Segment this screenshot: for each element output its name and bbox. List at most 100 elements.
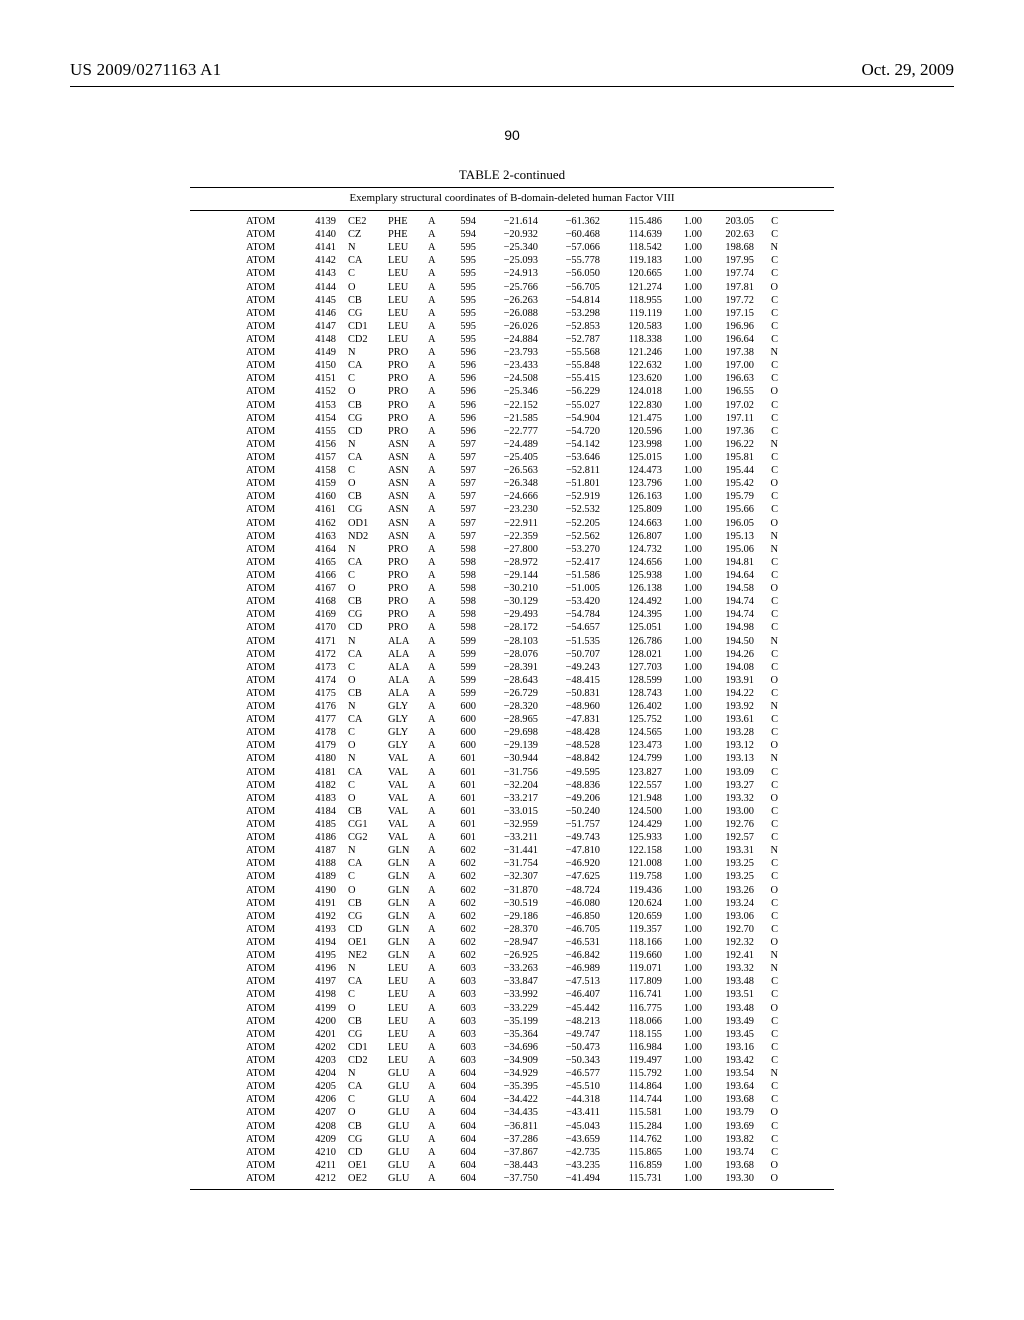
table-cell: N <box>760 752 784 765</box>
table-cell: ND2 <box>342 530 382 543</box>
table-cell: ATOM <box>240 1067 298 1080</box>
table-cell: A <box>422 805 446 818</box>
table-cell: 1.00 <box>668 1002 708 1015</box>
table-cell: 1.00 <box>668 530 708 543</box>
table-cell: −28.947 <box>482 936 544 949</box>
table-cell: O <box>760 792 784 805</box>
table-cell: ASN <box>382 464 422 477</box>
table-cell: ATOM <box>240 857 298 870</box>
table-cell: 1.00 <box>668 831 708 844</box>
table-cell: CB <box>342 1015 382 1028</box>
table-cell: VAL <box>382 752 422 765</box>
table-cell: ATOM <box>240 490 298 503</box>
table-cell: −22.777 <box>482 425 544 438</box>
table-cell: 4154 <box>298 412 342 425</box>
table-cell: C <box>760 412 784 425</box>
table-cell: A <box>422 399 446 412</box>
table-cell: ATOM <box>240 687 298 700</box>
table-cell: −33.015 <box>482 805 544 818</box>
table-cell: ASN <box>382 503 422 516</box>
table-row: ATOM4177CAGLYA600−28.965−47.831125.7521.… <box>240 713 784 726</box>
table-cell: 1.00 <box>668 425 708 438</box>
table-cell: 598 <box>446 556 482 569</box>
table-cell: ASN <box>382 438 422 451</box>
table-cell: 4209 <box>298 1133 342 1146</box>
table-cell: A <box>422 1172 446 1185</box>
table-cell: 600 <box>446 700 482 713</box>
table-cell: ATOM <box>240 739 298 752</box>
table-cell: CA <box>342 713 382 726</box>
table-cell: 193.25 <box>708 857 760 870</box>
table-cell: 128.599 <box>606 674 668 687</box>
table-cell: 193.68 <box>708 1093 760 1106</box>
table-cell: O <box>342 884 382 897</box>
table-cell: 602 <box>446 897 482 910</box>
table-row: ATOM4139CE2PHEA594−21.614−61.362115.4861… <box>240 215 784 228</box>
table-cell: 4157 <box>298 451 342 464</box>
table-row: ATOM4160CBASNA597−24.666−52.919126.1631.… <box>240 490 784 503</box>
table-cell: A <box>422 281 446 294</box>
table-cell: 4158 <box>298 464 342 477</box>
table-cell: VAL <box>382 766 422 779</box>
table-cell: 603 <box>446 1015 482 1028</box>
table-cell: CG <box>342 608 382 621</box>
table-cell: 4153 <box>298 399 342 412</box>
table-cell: A <box>422 267 446 280</box>
table-cell: −48.842 <box>544 752 606 765</box>
table-row: ATOM4200CBLEUA603−35.199−48.213118.0661.… <box>240 1015 784 1028</box>
table-cell: N <box>760 700 784 713</box>
table-cell: A <box>422 1133 446 1146</box>
table-cell: A <box>422 779 446 792</box>
table-cell: 1.00 <box>668 320 708 333</box>
table-row: ATOM4195NE2GLNA602−26.925−46.842119.6601… <box>240 949 784 962</box>
table-cell: 1.00 <box>668 949 708 962</box>
table-cell: −53.298 <box>544 307 606 320</box>
table-cell: CB <box>342 1120 382 1133</box>
table-cell: NE2 <box>342 949 382 962</box>
table-row: ATOM4152OPROA596−25.346−56.229124.0181.0… <box>240 385 784 398</box>
table-cell: ATOM <box>240 1080 298 1093</box>
table-cell: C <box>760 870 784 883</box>
table-cell: 194.08 <box>708 661 760 674</box>
table-cell: C <box>760 399 784 412</box>
table-cell: CA <box>342 975 382 988</box>
table-cell: ALA <box>382 661 422 674</box>
table-row: ATOM4145CBLEUA595−26.263−54.814118.9551.… <box>240 294 784 307</box>
table-cell: −50.343 <box>544 1054 606 1067</box>
table-cell: GLY <box>382 739 422 752</box>
table-cell: N <box>760 438 784 451</box>
table-row: ATOM4194OE1GLNA602−28.947−46.531118.1661… <box>240 936 784 949</box>
table-cell: 124.492 <box>606 595 668 608</box>
table-cell: 598 <box>446 569 482 582</box>
table-cell: C <box>760 923 784 936</box>
table-cell: −35.395 <box>482 1080 544 1093</box>
table-cell: 1.00 <box>668 333 708 346</box>
table-cell: CB <box>342 490 382 503</box>
table-cell: N <box>760 844 784 857</box>
table-cell: A <box>422 661 446 674</box>
table-cell: 599 <box>446 635 482 648</box>
table-cell: C <box>760 254 784 267</box>
table-cell: 597 <box>446 464 482 477</box>
table-cell: −25.346 <box>482 385 544 398</box>
table-cell: 123.998 <box>606 438 668 451</box>
table-cell: A <box>422 608 446 621</box>
table-cell: 1.00 <box>668 1120 708 1133</box>
table-cell: A <box>422 648 446 661</box>
table-cell: −49.743 <box>544 831 606 844</box>
table-cell: 195.44 <box>708 464 760 477</box>
table-cell: A <box>422 792 446 805</box>
table-cell: 126.402 <box>606 700 668 713</box>
table-cell: 1.00 <box>668 648 708 661</box>
table-cell: O <box>342 385 382 398</box>
table-cell: 1.00 <box>668 1067 708 1080</box>
table-cell: 194.98 <box>708 621 760 634</box>
table-cell: 121.008 <box>606 857 668 870</box>
table-cell: CA <box>342 648 382 661</box>
table-cell: −48.836 <box>544 779 606 792</box>
table-cell: ATOM <box>240 320 298 333</box>
table-row: ATOM4176NGLYA600−28.320−48.960126.4021.0… <box>240 700 784 713</box>
table-cell: 124.500 <box>606 805 668 818</box>
table-cell: 4167 <box>298 582 342 595</box>
table-cell: 595 <box>446 267 482 280</box>
